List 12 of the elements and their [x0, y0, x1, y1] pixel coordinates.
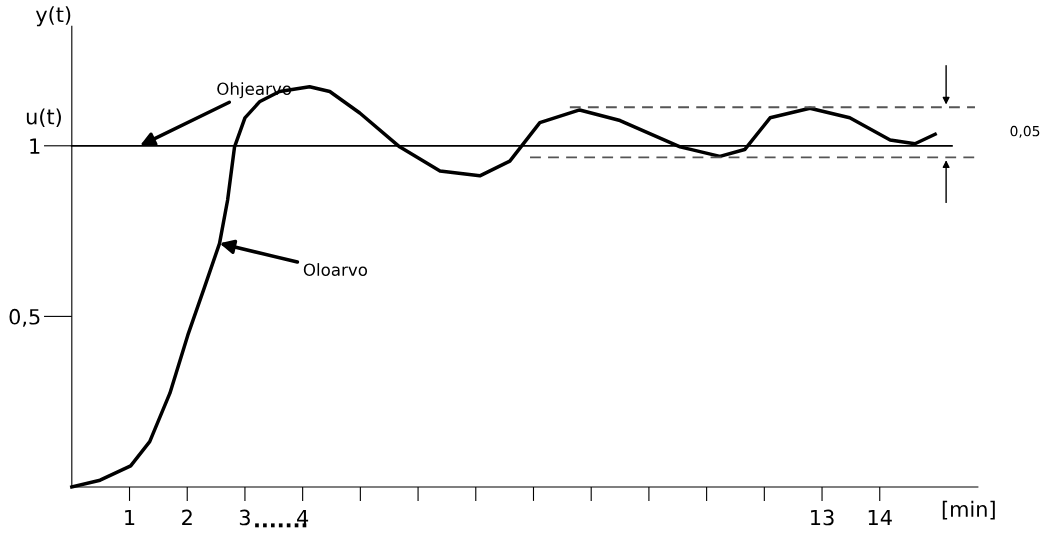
x-tick-label: 1 [125, 509, 135, 526]
x-axis-title: [min] [942, 500, 995, 520]
text: 0,05 [1010, 125, 1040, 138]
y-axis-title: y(t) [35, 6, 71, 27]
y-tick-label: 0,5 [9, 308, 40, 327]
x-tick-label: 14 [868, 509, 892, 526]
x-tick-label: 2 [182, 509, 192, 526]
x-tick-label: 13 [811, 509, 834, 526]
annotation: Oloarvo [303, 263, 368, 276]
text: ....... [255, 523, 307, 528]
x-tick-label: 3 [239, 509, 250, 526]
series-label: u(t) [26, 108, 61, 127]
